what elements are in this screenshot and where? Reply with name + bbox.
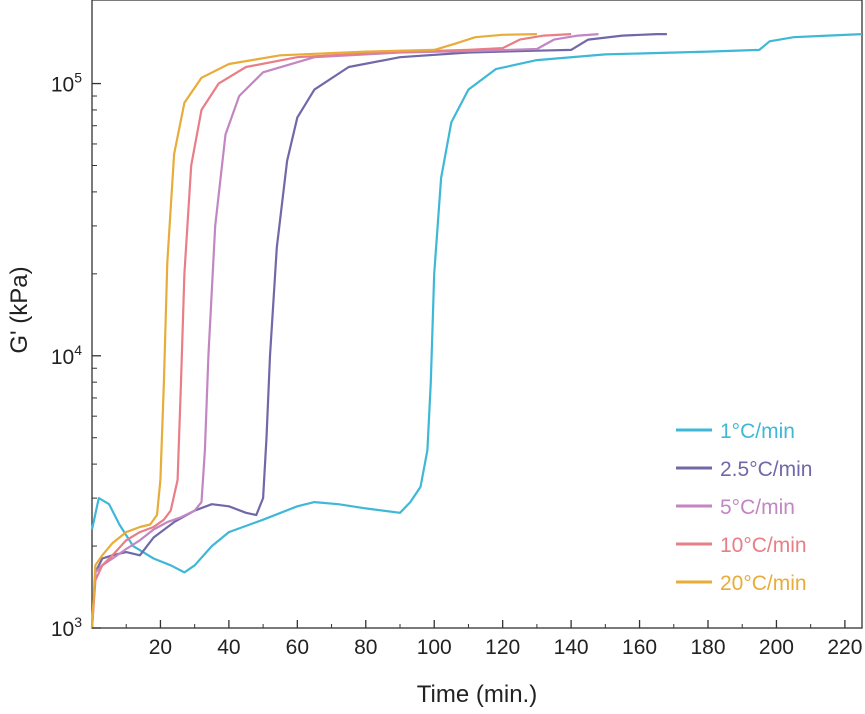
series-line-1 xyxy=(90,33,667,629)
x-tick-label: 160 xyxy=(622,636,657,659)
legend-label: 5°C/min xyxy=(720,496,795,519)
series-line-0 xyxy=(90,33,863,574)
x-tick-label: 60 xyxy=(286,636,309,659)
x-tick-label: 200 xyxy=(759,636,794,659)
legend-label: 10°C/min xyxy=(720,534,807,557)
x-tick-label: 100 xyxy=(417,636,452,659)
series-layer xyxy=(90,33,863,629)
y-tick-label: 105 xyxy=(51,70,82,97)
x-tick-label: 180 xyxy=(690,636,725,659)
x-tick-label: 220 xyxy=(827,636,862,659)
x-tick-label: 80 xyxy=(354,636,377,659)
y-axis-ticks: 103 104 105 xyxy=(51,70,101,641)
y-tick-label: 104 xyxy=(51,342,82,369)
series-line-2 xyxy=(90,33,599,629)
y-axis-label: G' (kPa) xyxy=(6,266,33,353)
x-tick-label: 120 xyxy=(485,636,520,659)
series-line-3 xyxy=(90,33,572,629)
x-axis-label: Time (min.) xyxy=(417,681,537,708)
legend-label: 1°C/min xyxy=(720,420,795,443)
series-line-4 xyxy=(90,33,537,629)
x-tick-label: 140 xyxy=(554,636,589,659)
legend-label: 20°C/min xyxy=(720,572,807,595)
y-tick-label: 103 xyxy=(51,614,82,641)
legend: 1°C/min 2.5°C/min 5°C/min 10°C/min 20°C/min xyxy=(676,420,812,595)
legend-label: 2.5°C/min xyxy=(720,458,812,481)
plot-frame xyxy=(91,0,863,629)
x-tick-label: 20 xyxy=(149,636,172,659)
x-axis-ticks: 20 40 60 80 100 120 140 160 180 200 220 xyxy=(125,620,862,659)
plot-area xyxy=(91,0,863,629)
x-tick-label: 40 xyxy=(217,636,240,659)
